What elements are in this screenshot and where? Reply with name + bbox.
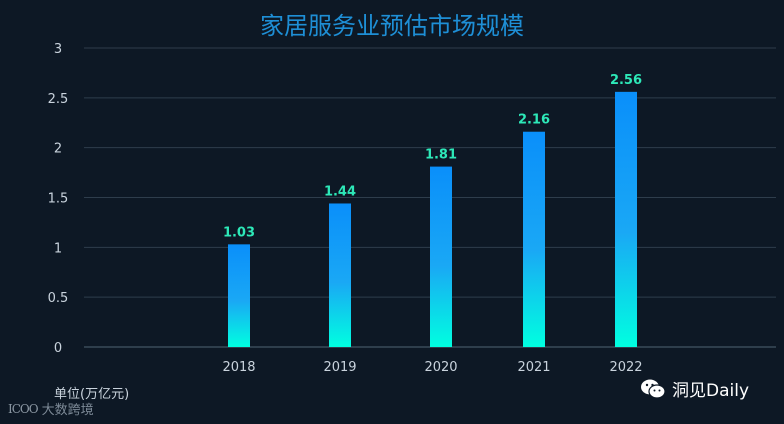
data-label-2022: 2.56 [610, 73, 642, 88]
data-label-2018: 1.03 [223, 225, 255, 240]
data-label-2019: 1.44 [324, 184, 356, 199]
y-tick-label: 0.5 [48, 291, 69, 306]
y-tick-label: 2 [54, 142, 62, 157]
y-axis-unit-label: 单位(万亿元) [54, 387, 130, 402]
left-watermark: ICOO 大数跨境 [8, 399, 94, 419]
icoo-logo-icon: ICOO [8, 401, 39, 416]
chart-title: 家居服务业预估市场规模 [260, 12, 524, 40]
data-label-2021: 2.16 [518, 113, 550, 128]
bar-2022 [615, 91, 637, 347]
y-tick-label: 1 [54, 241, 62, 256]
x-tick-label: 2019 [323, 360, 356, 375]
y-tick-label: 0 [54, 341, 62, 356]
y-tick-label: 1.5 [48, 192, 69, 207]
x-tick-label: 2021 [517, 360, 550, 375]
x-tick-label: 2018 [222, 360, 255, 375]
right-watermark: 洞见Daily [640, 376, 749, 401]
bar-2019 [329, 203, 351, 347]
left-watermark-text: 大数跨境 [41, 403, 94, 418]
y-tick-label: 3 [54, 42, 62, 57]
y-tick-label: 2.5 [48, 92, 69, 107]
data-label-2020: 1.81 [425, 148, 457, 163]
bar-2020 [430, 166, 452, 347]
bar-2021 [523, 131, 545, 347]
bar-2018 [228, 244, 250, 347]
right-watermark-text: 洞见Daily [672, 381, 750, 401]
wechat-icon [641, 379, 666, 399]
x-tick-label: 2022 [609, 360, 642, 375]
x-tick-label: 2020 [424, 360, 457, 375]
